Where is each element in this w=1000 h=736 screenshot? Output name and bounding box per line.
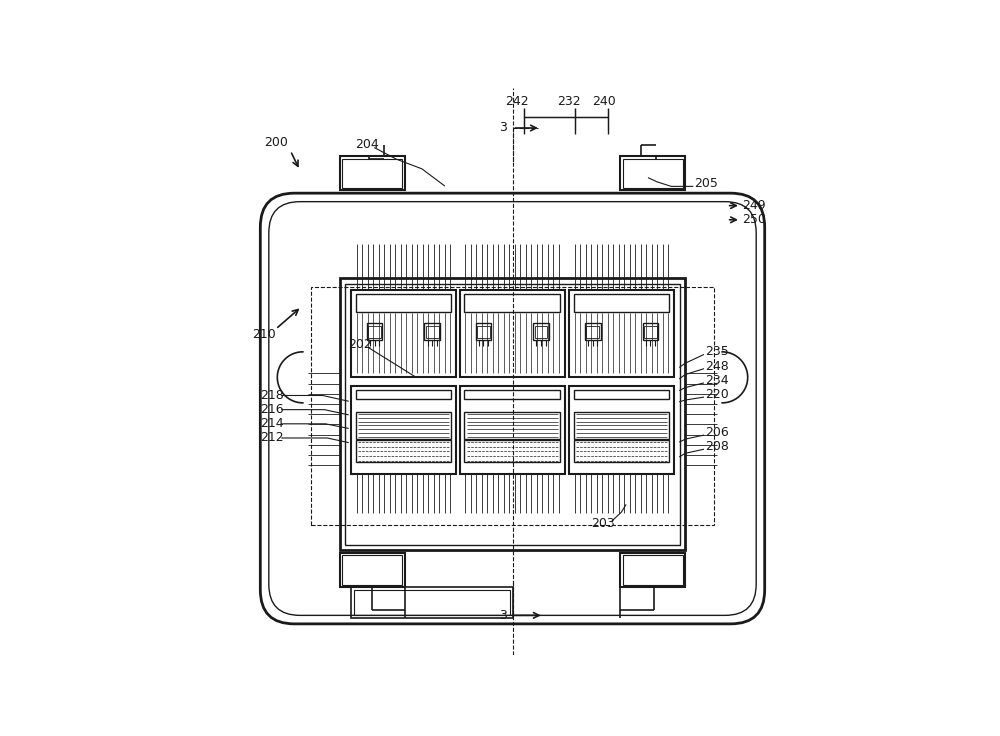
- Bar: [356, 440, 451, 462]
- Bar: [476, 323, 491, 341]
- Bar: [356, 390, 451, 399]
- Text: 206: 206: [705, 426, 729, 439]
- Bar: [586, 325, 599, 338]
- Bar: [620, 156, 685, 191]
- Text: 242: 242: [505, 95, 529, 107]
- Bar: [623, 555, 683, 585]
- Bar: [623, 158, 683, 188]
- Text: 210: 210: [252, 328, 276, 342]
- Bar: [477, 325, 490, 338]
- Bar: [351, 386, 456, 474]
- Bar: [356, 294, 451, 311]
- Bar: [340, 278, 685, 551]
- Text: 220: 220: [705, 388, 729, 401]
- Text: 232: 232: [557, 95, 581, 107]
- Text: 3: 3: [499, 121, 507, 135]
- Bar: [367, 323, 382, 341]
- Bar: [574, 294, 669, 311]
- Bar: [345, 284, 680, 545]
- Text: 204: 204: [355, 138, 379, 152]
- Bar: [644, 325, 657, 338]
- Text: 249: 249: [742, 199, 766, 212]
- Bar: [574, 440, 669, 462]
- Bar: [311, 287, 714, 525]
- Text: 234: 234: [705, 374, 729, 386]
- Bar: [368, 325, 381, 338]
- Bar: [460, 289, 565, 378]
- Bar: [535, 325, 547, 338]
- Bar: [569, 289, 674, 378]
- Text: 240: 240: [592, 95, 616, 107]
- Text: 248: 248: [705, 359, 729, 372]
- Text: 250: 250: [742, 213, 766, 226]
- Bar: [342, 158, 402, 188]
- Bar: [460, 386, 565, 474]
- Bar: [464, 390, 560, 399]
- Bar: [426, 325, 439, 338]
- Text: 208: 208: [705, 440, 729, 453]
- Bar: [351, 289, 456, 378]
- Text: 212: 212: [260, 431, 284, 445]
- Bar: [574, 412, 669, 439]
- Bar: [351, 587, 512, 618]
- Text: 202: 202: [348, 338, 372, 351]
- Text: 205: 205: [694, 177, 718, 190]
- Bar: [340, 553, 405, 587]
- Bar: [424, 323, 440, 341]
- Text: 216: 216: [260, 403, 284, 416]
- Text: 218: 218: [260, 389, 284, 402]
- Bar: [354, 590, 510, 615]
- Bar: [643, 323, 658, 341]
- Bar: [569, 386, 674, 474]
- Bar: [464, 412, 560, 439]
- Text: 203: 203: [591, 517, 615, 530]
- Text: 214: 214: [260, 417, 284, 431]
- Bar: [585, 323, 601, 341]
- Bar: [340, 156, 405, 191]
- Bar: [356, 412, 451, 439]
- Bar: [533, 323, 549, 341]
- Bar: [464, 440, 560, 462]
- Bar: [620, 553, 685, 587]
- Text: 3: 3: [499, 609, 507, 622]
- Bar: [574, 390, 669, 399]
- Bar: [464, 294, 560, 311]
- Bar: [342, 555, 402, 585]
- Text: 200: 200: [264, 135, 288, 149]
- Text: 235: 235: [705, 345, 729, 358]
